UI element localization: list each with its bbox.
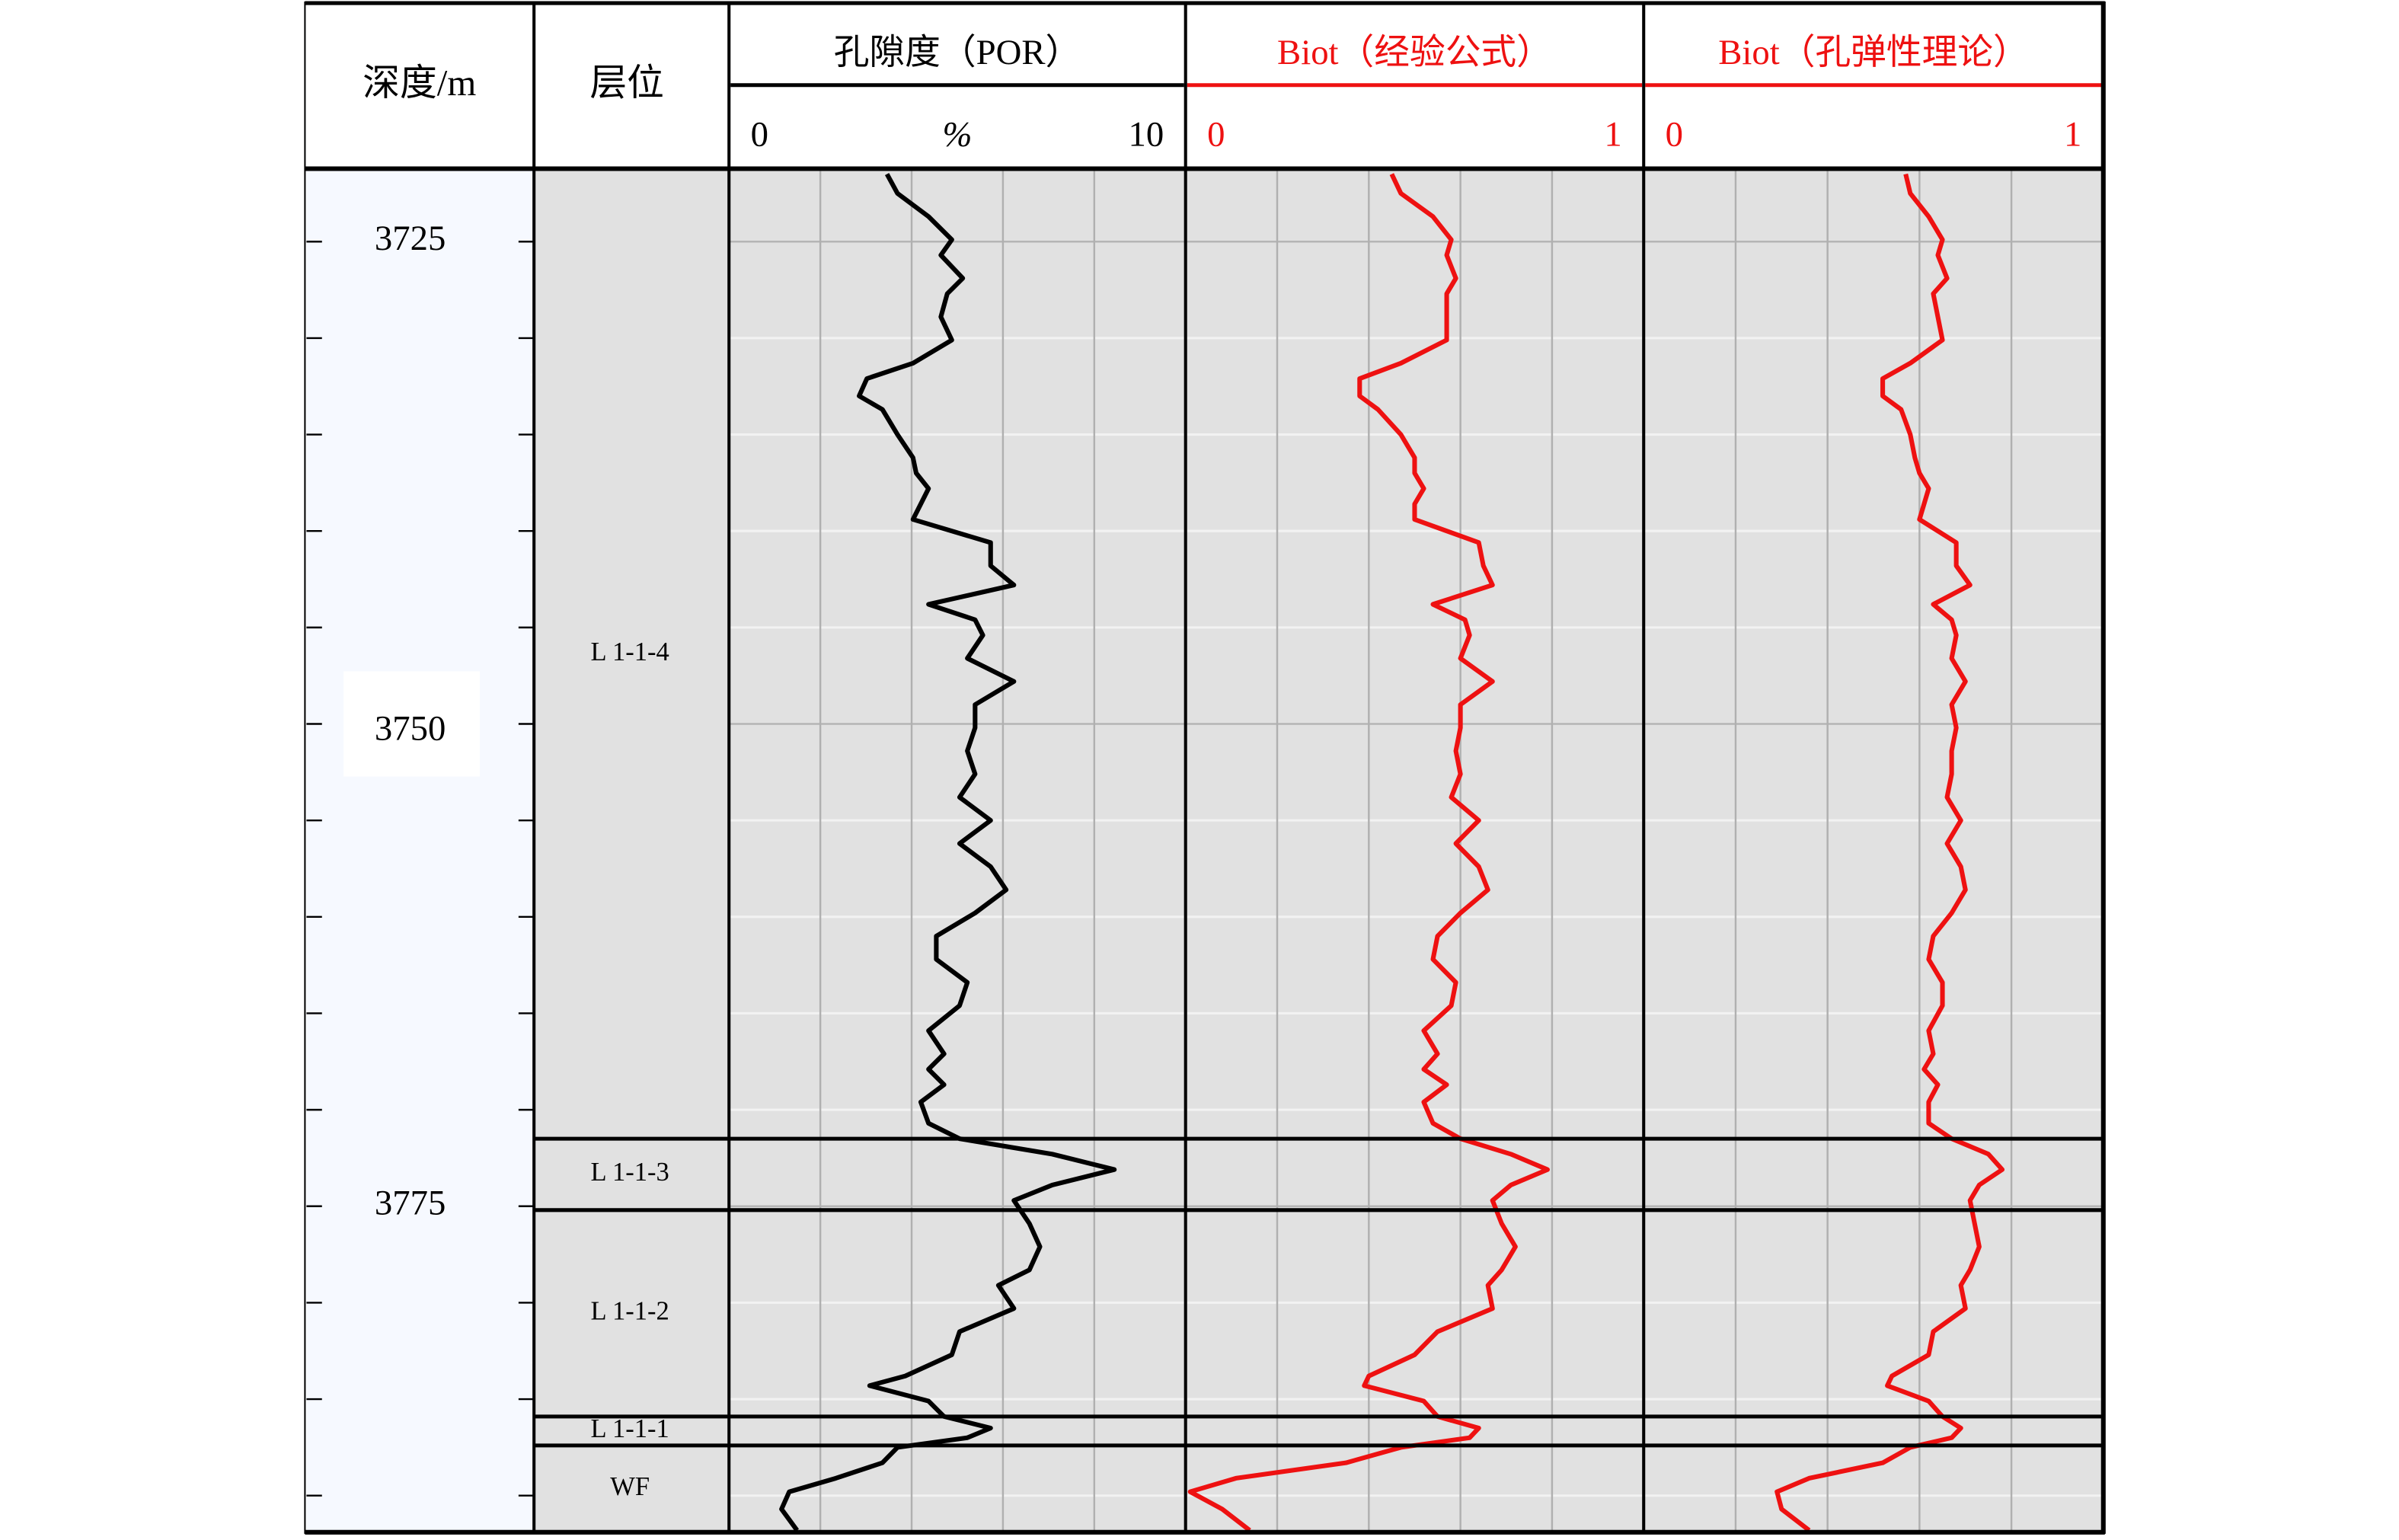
track-title: Biot（孔弹性理论） bbox=[1718, 33, 2029, 72]
scale-label: 1 bbox=[1604, 115, 1621, 155]
depth-label: 3750 bbox=[375, 708, 446, 748]
zone-area bbox=[534, 170, 2104, 1532]
depth-label: 3725 bbox=[375, 219, 446, 258]
zone-label: L 1-1-1 bbox=[591, 1414, 669, 1443]
zone-header-label: 层位 bbox=[589, 62, 664, 104]
scale-label: 0 bbox=[1666, 115, 1683, 155]
scale-unit: % bbox=[943, 115, 973, 155]
zone-label: L 1-1-4 bbox=[591, 637, 669, 666]
log-curve bbox=[1187, 173, 1550, 1532]
scale-label: 1 bbox=[2064, 115, 2081, 155]
track-title: 孔隙度（POR） bbox=[834, 33, 1081, 72]
log-curve bbox=[1774, 173, 2005, 1532]
scale-label: 10 bbox=[1129, 115, 1164, 155]
scale-label: 0 bbox=[751, 115, 768, 155]
scale-label: 0 bbox=[1207, 115, 1225, 155]
depth-header bbox=[306, 3, 535, 168]
depth-header-label: 深度/m bbox=[363, 62, 476, 104]
log-curve bbox=[779, 173, 1117, 1532]
track-title: Biot（经验公式） bbox=[1277, 33, 1552, 72]
label-box bbox=[343, 671, 481, 777]
zone-label: L 1-1-3 bbox=[591, 1158, 669, 1187]
depth-label: 3775 bbox=[375, 1183, 446, 1222]
zone-label: L 1-1-2 bbox=[591, 1296, 669, 1325]
zone-label: WF bbox=[610, 1472, 650, 1501]
